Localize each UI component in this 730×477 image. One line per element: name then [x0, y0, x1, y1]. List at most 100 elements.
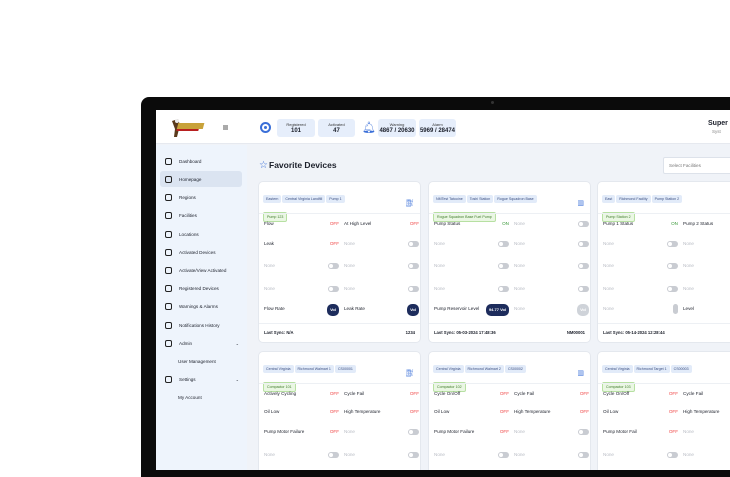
sidebar-item-admin[interactable]: Admin ⌄	[160, 335, 242, 351]
bell-icon[interactable]: 🔔︎	[362, 122, 376, 134]
volume-badge[interactable]: Vol	[327, 304, 339, 316]
toggle-switch[interactable]	[667, 452, 678, 458]
location-tag[interactable]: CS00002	[504, 365, 526, 373]
sidebar-item-settings[interactable]: Settings ⌄	[160, 371, 242, 387]
location-tag[interactable]: CS00001	[334, 365, 356, 373]
sidebar-item-my-account[interactable]: My Account	[160, 389, 242, 405]
toggle-switch[interactable]	[578, 286, 589, 292]
location-tag[interactable]: Richmond Walmart 2	[464, 365, 504, 373]
sidebar-item-activate-view-activated[interactable]: Activate/View Activated	[160, 262, 242, 278]
toggle-switch[interactable]	[667, 263, 678, 269]
menu-toggle-icon[interactable]	[223, 125, 228, 130]
status-label: None	[264, 286, 275, 291]
location-tag[interactable]: Central Virginia Landfill	[282, 195, 326, 203]
sidebar-item-warnings-alarms[interactable]: Warnings & Alarms	[160, 298, 242, 314]
toggle-switch[interactable]	[578, 452, 589, 458]
pump-icon[interactable]: ⛽︎	[405, 370, 414, 377]
toggle-switch[interactable]	[408, 452, 419, 458]
toggle-switch[interactable]	[498, 263, 509, 269]
sidebar-item-regions[interactable]: Regions	[160, 189, 242, 205]
chart-icon[interactable]: ▥	[577, 370, 584, 377]
status-cell: None	[264, 451, 339, 459]
device-card[interactable]: Central Virginia Richmond Walmart 2 CS0000…	[428, 351, 591, 470]
volume-badge[interactable]: Vol	[407, 304, 419, 316]
device-card[interactable]: Central Virginia Richmond Walmart 1 CS0000…	[258, 351, 421, 470]
status-cell: None	[344, 451, 419, 459]
sidebar-item-dashboard[interactable]: Dashboard	[160, 153, 242, 169]
sidebar-item-user-management[interactable]: User Management	[160, 353, 242, 369]
location-tag[interactable]: Eastern	[263, 195, 282, 203]
device-card[interactable]: East Richmond Facility Pump Station 2 Pump …	[597, 181, 730, 343]
status-cell: Cycle Fail OFF	[344, 390, 419, 398]
location-tag[interactable]: Pump Station 2	[651, 195, 683, 203]
device-card[interactable]: NMTest Tatooine Toshi Station Rogue Squadr…	[428, 181, 591, 343]
location-tag[interactable]: Central Virginia	[263, 365, 294, 373]
volume-badge[interactable]: Vol	[577, 304, 589, 316]
toggle-switch[interactable]	[408, 286, 419, 292]
sidebar-item-activated-devices[interactable]: Activated Devices	[160, 244, 242, 260]
device-tag[interactable]: Compactor 101	[263, 382, 296, 392]
status-cell: None	[683, 285, 730, 293]
toggle-switch[interactable]	[578, 241, 589, 247]
toggle-switch[interactable]	[667, 241, 678, 247]
location-tag[interactable]: CS00003	[670, 365, 692, 373]
status-label: Oil Low	[264, 409, 280, 414]
sidebar-item-homepage[interactable]: Homepage	[160, 171, 242, 187]
status-cell: Oil Low OFF	[264, 408, 339, 416]
warning-stat[interactable]: Warning 4867 / 20630	[378, 119, 416, 137]
device-tag[interactable]: Compactor 102	[433, 382, 466, 392]
sidebar-item-locations[interactable]: Locations	[160, 226, 242, 242]
location-tag[interactable]: Rogue Squadron Base	[494, 195, 537, 203]
toggle-switch[interactable]	[408, 263, 419, 269]
toggle-switch[interactable]	[498, 286, 509, 292]
status-label: Oil Low	[434, 409, 450, 414]
activated-stat[interactable]: Activated 47	[318, 119, 355, 137]
location-tag[interactable]: NMTest Tatooine	[433, 195, 466, 203]
toggle-switch[interactable]	[328, 286, 339, 292]
sidebar-item-facilities[interactable]: Facilities	[160, 207, 242, 223]
toggle-switch[interactable]	[408, 241, 419, 247]
device-tag[interactable]: Rogue Squadron Base Fuel Pump	[433, 212, 496, 222]
pump-icon[interactable]: ⛽︎	[405, 200, 414, 207]
top-header: Registered 101 Activated 47 🔔︎ Warning 4867…	[156, 110, 730, 144]
chevron-down-icon[interactable]: ⌄	[235, 376, 239, 382]
chevron-down-icon[interactable]: ⌄	[235, 340, 239, 346]
toggle-switch[interactable]	[328, 263, 339, 269]
toggle-switch[interactable]	[498, 452, 509, 458]
status-label: None	[603, 306, 614, 311]
device-tag[interactable]: Compactor 103	[602, 382, 635, 392]
user-name[interactable]: Super	[708, 120, 728, 127]
toggle-switch[interactable]	[578, 263, 589, 269]
toggle-switch[interactable]	[667, 286, 678, 292]
device-tag[interactable]: Pump Station 2	[602, 212, 635, 222]
location-tag[interactable]: Central Virginia	[602, 365, 633, 373]
toggle-switch[interactable]	[408, 429, 419, 435]
toggle-switch[interactable]	[578, 429, 589, 435]
registered-stat[interactable]: Registered 101	[277, 119, 315, 137]
location-tag[interactable]: Pump 1	[326, 195, 345, 203]
device-card[interactable]: Eastern Central Virginia Landfill Pump 1 Pu…	[258, 181, 421, 343]
nav-icon	[165, 375, 172, 383]
toggle-switch[interactable]	[328, 452, 339, 458]
status-cell: None	[514, 220, 589, 228]
volume-badge[interactable]: 94.77 Vol	[485, 304, 509, 316]
alarm-stat[interactable]: Alarm 5969 / 28474	[419, 119, 456, 137]
status-cell: None	[683, 262, 730, 270]
chart-icon[interactable]: ▥	[577, 200, 584, 207]
location-tag[interactable]: Central Virginia	[433, 365, 464, 373]
status-label: High Temperature	[344, 409, 381, 414]
location-tag[interactable]: East	[602, 195, 616, 203]
toggle-switch[interactable]	[498, 241, 509, 247]
location-tag[interactable]: Toshi Station	[466, 195, 494, 203]
devices-gear-icon[interactable]	[260, 122, 271, 133]
facilities-select[interactable]: Select Facilities	[663, 157, 730, 174]
toggle-switch[interactable]	[578, 221, 589, 227]
location-tag[interactable]: Richmond Target 1	[633, 365, 670, 373]
device-tag[interactable]: Pump 123	[263, 212, 288, 222]
sidebar-item-notifications-history[interactable]: Notifications History	[160, 317, 242, 333]
device-card[interactable]: Central Virginia Richmond Target 1 CS00003…	[597, 351, 730, 470]
sidebar-item-registered-devices[interactable]: Registered Devices	[160, 280, 242, 296]
location-tag[interactable]: Richmond Walmart 1	[294, 365, 334, 373]
location-tag[interactable]: Richmond Facility	[616, 195, 651, 203]
toggle-switch[interactable]	[673, 304, 678, 314]
